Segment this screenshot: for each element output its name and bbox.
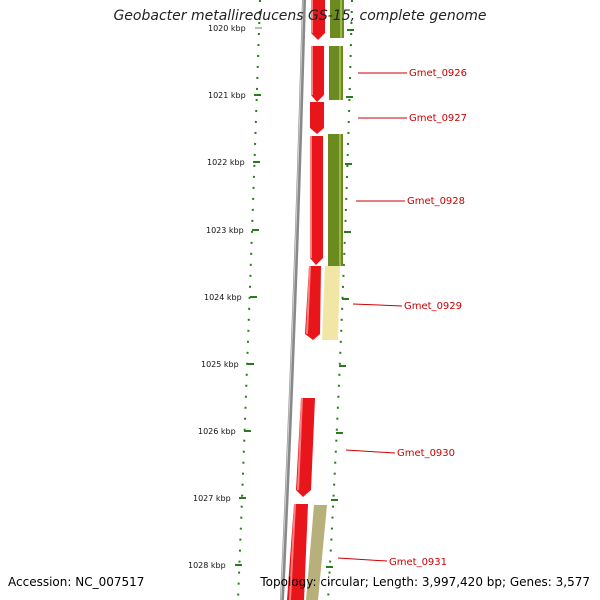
tick-label: 1028 kbp <box>188 561 226 570</box>
tick-label: 1020 kbp <box>208 24 246 33</box>
tick-marks <box>235 27 354 568</box>
tick-label: 1023 kbp <box>206 226 244 235</box>
genome-title: Geobacter metallireducens GS-15, complet… <box>113 8 487 24</box>
gene-reverse-segment[interactable] <box>306 505 327 600</box>
gene-forward-segment[interactable] <box>310 102 324 134</box>
gene-reverse-segment[interactable] <box>322 266 340 340</box>
gene-label[interactable]: Gmet_0931 <box>389 557 447 568</box>
tick-label: 1024 kbp <box>204 293 242 302</box>
genome-backbone <box>280 0 306 600</box>
accession-text: Accession: NC_007517 <box>8 575 145 589</box>
gene-forward-segment[interactable] <box>311 0 325 40</box>
gene-label-leader <box>345 449 396 454</box>
gene-forward-segment[interactable] <box>311 46 324 102</box>
genome-stats-text: Topology: circular; Length: 3,997,420 bp… <box>260 575 590 589</box>
gene-label[interactable]: Gmet_0928 <box>407 196 465 207</box>
gene-label-leader <box>337 557 388 562</box>
gene-label[interactable]: Gmet_0930 <box>397 448 455 459</box>
gene-label[interactable]: Gmet_0927 <box>409 113 467 124</box>
gene-label[interactable]: Gmet_0929 <box>404 301 462 312</box>
gene-label[interactable]: Gmet_0926 <box>409 68 467 79</box>
tick-label: 1026 kbp <box>198 427 236 436</box>
gene-label-leader <box>352 303 403 307</box>
genome-backbone-highlight <box>280 0 304 600</box>
tick-label: 1022 kbp <box>207 158 245 167</box>
gene-forward-segment[interactable] <box>310 136 323 265</box>
tick-label: 1021 kbp <box>208 91 246 100</box>
tick-label: 1025 kbp <box>201 360 239 369</box>
gene-shading <box>289 0 313 600</box>
tick-label: 1027 kbp <box>193 494 231 503</box>
gene-shading <box>339 0 342 266</box>
